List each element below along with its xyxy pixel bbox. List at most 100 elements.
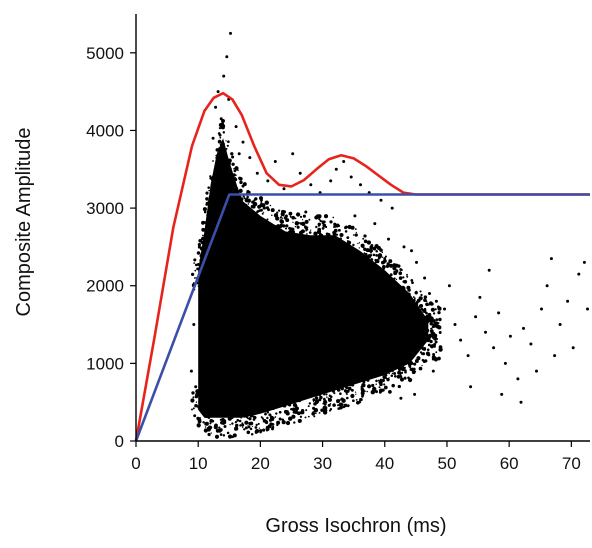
scatter-point [333,228,338,233]
scatter-point [262,428,266,432]
scatter-point [247,203,250,205]
scatter-point [416,306,418,309]
scatter-point [332,403,336,407]
scatter-point [212,412,214,414]
scatter-point [269,204,272,207]
scatter-point [387,363,391,367]
scatter-point [305,228,309,231]
scatter-point [332,383,337,389]
scatter-point [343,403,348,408]
scatter-point [277,228,280,230]
scatter-point [431,369,435,373]
scatter-point [403,366,406,369]
scatter-point [416,312,420,317]
scatter-point [276,211,279,214]
scatter-point [315,243,320,248]
scatter-point [285,411,290,416]
scatter-point [255,171,259,175]
scatter-point [332,216,335,219]
scatter-point [299,222,303,225]
scatter-point [351,251,356,256]
scatter-point [337,250,340,254]
scatter-point [334,167,338,171]
scatter-point [360,391,365,396]
scatter-point [404,308,407,310]
scatter-point [215,148,220,152]
scatter-point [350,263,353,266]
scatter-point [250,397,253,400]
scatter-point [205,197,209,201]
scatter-point [421,348,424,351]
scatter-point [259,198,263,202]
scatter-point [375,249,378,253]
scatter-point [303,225,307,229]
scatter-point [275,390,280,395]
scatter-point [422,347,426,351]
scatter-point [389,273,393,277]
scatter-point [234,166,239,171]
scatter-point [420,321,423,324]
scatter-point [345,389,348,392]
scatter-point [362,237,365,240]
scatter-point [205,224,208,227]
scatter-point [352,243,355,247]
scatter-point [344,366,347,369]
scatter-point [207,407,211,411]
scatter-point [421,358,425,362]
scatter-point [317,231,320,233]
scatter-point [239,180,243,185]
scatter-point [340,397,344,401]
scatter-point [211,184,213,186]
scatter-point [281,420,286,425]
scatter-point [469,385,473,389]
scatter-point [195,401,198,403]
scatter-point [384,370,389,374]
scatter-point [303,389,305,392]
scatter-point [347,381,351,385]
scatter-point [395,363,399,368]
scatter-point [279,235,282,238]
scatter-point [388,377,390,379]
scatter-point [299,240,304,245]
scatter-point [331,373,333,376]
scatter-point [332,382,335,385]
scatter-point [246,196,249,199]
scatter-point [343,252,348,256]
scatter-point [194,404,198,408]
y-axis-title: Composite Amplitude [13,128,35,317]
scatter-point [354,378,359,383]
scatter-point [339,382,342,385]
scatter-point [191,391,195,395]
scatter-point [275,412,278,415]
scatter-point [326,396,328,398]
scatter-point [320,408,324,412]
scatter-point [367,372,371,376]
axes [130,14,590,447]
scatter-point [240,206,244,210]
scatter-point [297,221,300,225]
scatter-point [234,201,238,205]
scatter-point [320,388,324,392]
scatter-point [348,364,354,369]
scatter-point [204,408,207,411]
scatter-point [239,424,242,427]
scatter-point [289,215,292,218]
scatter-point [319,219,322,223]
scatter-point [241,422,244,425]
scatter-point [418,299,420,302]
scatter-point [421,352,426,356]
scatter-point [276,399,278,401]
scatter-point [245,205,247,207]
x-tick-label: 60 [500,454,519,473]
scatter-point [346,236,350,240]
scatter-point [231,155,235,159]
scatter-point [309,249,314,254]
scatter-point [423,307,427,311]
scatter-point [407,296,412,302]
scatter-point [215,154,217,157]
scatter-point [267,238,270,241]
scatter-point [227,403,229,406]
scatter-point [281,217,284,219]
scatter-point [419,335,424,339]
scatter-point [307,385,311,388]
